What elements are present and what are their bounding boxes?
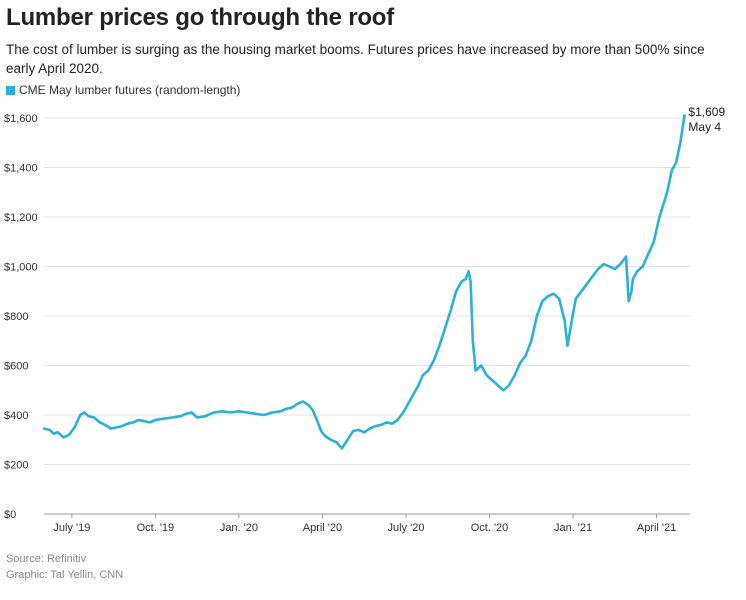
y-tick-label: $600 [4,361,28,373]
x-tick-label: Oct. '19 [137,522,175,534]
source-note: Source: Refinitiv [6,553,87,565]
x-axis: July '19 Oct. '19 Jan. '20 April '20 July '2… [44,513,690,534]
y-tick-label: $1,600 [4,113,38,125]
last-data-point [682,114,686,118]
x-tick-label: Jan. '21 [554,522,592,534]
x-tick-label: Jan. '20 [220,522,258,534]
x-tick-label: April '21 [637,522,676,534]
graphic-credit: Graphic: Tal Yellin, CNN [6,569,124,581]
y-tick-label: $1,200 [4,212,38,224]
chart-title: Lumber prices go through the roof [6,4,395,31]
x-tick-label: Oct. '20 [471,522,509,534]
x-tick-label: July '20 [388,522,425,534]
y-tick-label: $0 [4,509,16,521]
series-line [42,114,686,450]
annotation-date: May 4 [688,120,721,134]
x-tick-label: July '19 [53,522,90,534]
chart-subtitle: The cost of lumber is surging as the hou… [6,42,705,76]
legend: CME May lumber futures (random-length) [6,83,240,97]
gridlines [44,117,690,465]
y-tick-label: $1,000 [4,262,38,274]
y-tick-label: $1,400 [4,163,38,175]
x-tick-label: April '20 [303,522,342,534]
y-tick-label: $800 [4,311,28,323]
legend-label: CME May lumber futures (random-length) [19,83,241,97]
annotation-value: $1,609 [688,105,725,119]
legend-swatch [6,85,15,95]
y-tick-label: $400 [4,410,28,422]
y-tick-label: $200 [4,460,28,472]
y-axis-labels: $0 $200 $400 $600 $800 $1,000 $1,200 $1,400 $1,6… [4,113,38,521]
series-group [42,114,686,450]
